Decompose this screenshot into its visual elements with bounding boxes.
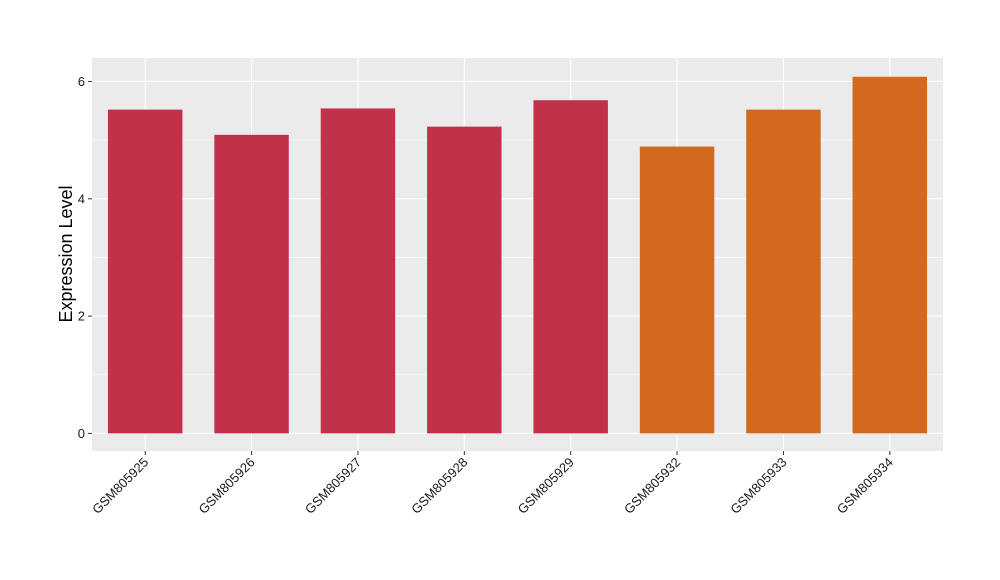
bar-gsm805934 [852, 76, 928, 434]
x-tick-label: GSM805925 [89, 455, 151, 517]
y-tick-label: 2 [78, 309, 85, 324]
bar-gsm805933 [746, 109, 821, 434]
bar-gsm805929 [533, 100, 608, 434]
x-tick-label: GSM805927 [302, 455, 364, 517]
x-tick-label: GSM805932 [621, 455, 683, 517]
bar-gsm805927 [320, 108, 396, 434]
y-axis: 0 2 4 6 [78, 74, 92, 441]
x-tick-label: GSM805933 [727, 455, 789, 517]
bar-gsm805925 [107, 109, 183, 434]
x-tick-label: GSM805928 [408, 455, 470, 517]
bar-gsm805926 [214, 134, 289, 434]
x-tick-label: GSM805926 [195, 455, 257, 517]
bar-gsm805928 [427, 126, 502, 434]
y-tick-label: 6 [78, 74, 85, 89]
y-tick-label: 4 [78, 191, 85, 206]
bars [107, 76, 928, 434]
x-tick-label: GSM805934 [834, 455, 896, 517]
y-axis-title: Expression Level [56, 185, 76, 322]
x-axis: GSM805925 GSM805926 GSM805927 GSM805928 GSM8… [89, 451, 896, 517]
y-tick-label: 0 [78, 426, 85, 441]
bar-gsm805932 [639, 146, 715, 434]
x-tick-label: GSM805929 [515, 455, 577, 517]
